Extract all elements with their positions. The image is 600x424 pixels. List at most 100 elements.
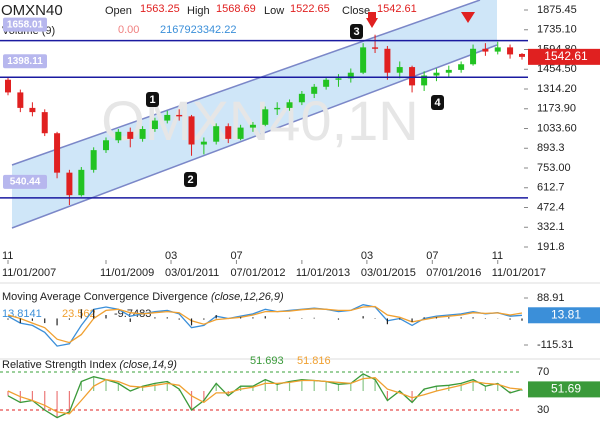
legend-value: 51.693 — [250, 355, 284, 367]
rsi-bar — [325, 381, 327, 391]
rsi-bar — [350, 383, 352, 391]
candle-body — [323, 79, 330, 87]
y-tick-label: -115.31 — [537, 339, 574, 351]
rsi-bar — [215, 383, 217, 391]
level-label-box — [3, 17, 47, 32]
candle-body — [519, 53, 525, 57]
candle-body — [41, 112, 48, 134]
histogram-bar — [337, 318, 340, 320]
candle-body — [262, 109, 269, 125]
annotation-label: 1 — [149, 94, 155, 106]
y-tick-label: 1173.90 — [537, 103, 576, 115]
histogram-bar — [80, 309, 82, 319]
candle-body — [482, 48, 489, 52]
rsi-bar — [521, 389, 523, 391]
candle-body — [29, 107, 36, 113]
y-tick-label: 1875.45 — [537, 4, 577, 16]
x-tick-label: 11/01/2007 — [2, 267, 56, 279]
candle-body — [103, 140, 110, 151]
rsi-bar — [374, 379, 376, 391]
ohlc-label: Low — [264, 5, 284, 17]
level-label: 1658.01 — [7, 19, 44, 30]
x-tick-label: 11/01/2009 — [100, 267, 154, 279]
rsi-bar — [117, 383, 119, 391]
level-label: 1398.11 — [7, 56, 43, 67]
annotation-label: 4 — [434, 97, 441, 109]
histogram-bar — [215, 315, 217, 319]
volume-readout: 2167923342.22 — [160, 24, 236, 36]
panel-title: Moving Average Convergence Divergence (c… — [2, 291, 284, 303]
rsi-bar — [337, 384, 340, 391]
candle-body — [176, 114, 183, 117]
last-value-box — [528, 307, 600, 324]
candle-body — [225, 126, 232, 139]
indicator-line — [7, 377, 523, 415]
candle-body — [421, 75, 428, 86]
plot — [5, 34, 525, 206]
histogram-bar — [399, 318, 401, 320]
candle-body — [90, 150, 97, 170]
candle-body — [237, 127, 244, 139]
histogram-bar — [362, 316, 364, 319]
rsi-bar — [80, 381, 82, 391]
histogram-bar — [252, 317, 254, 319]
histogram-bar — [190, 318, 193, 326]
y-tick-label: 612.7 — [537, 182, 565, 194]
rsi-bar — [484, 386, 487, 391]
histogram-bar — [154, 317, 156, 319]
x-month-label: 07 — [426, 250, 438, 262]
candle-body — [409, 67, 416, 86]
rsi-bar — [313, 380, 315, 391]
y-tick-label: 88.91 — [537, 292, 565, 304]
histogram-bar — [313, 317, 315, 319]
indicator-name: Relative Strength Index — [2, 359, 117, 371]
histogram-bar — [264, 316, 266, 319]
x-tick-label: 07/01/2012 — [230, 267, 285, 279]
ohlc-value: 1542.61 — [377, 3, 417, 15]
rsi-bar — [203, 391, 205, 401]
candle-body — [286, 102, 293, 108]
x-month-label: 11 — [492, 250, 503, 262]
candle-body — [470, 48, 477, 65]
candle-body — [372, 47, 379, 49]
histogram-bar — [521, 318, 523, 321]
candle-body — [78, 169, 85, 196]
rsi-bar — [411, 391, 413, 403]
candle-body — [360, 47, 367, 73]
rsi-bar — [44, 391, 46, 411]
rsi-bar — [362, 373, 364, 391]
y-tick-label: 472.4 — [537, 201, 565, 213]
x-tick-label: 11/01/2017 — [492, 267, 546, 279]
x-tick-label: 03/01/2011 — [165, 267, 219, 279]
histogram-bar — [288, 317, 291, 319]
rsi-bar — [423, 389, 425, 391]
rsi-bar — [460, 383, 462, 391]
histogram-bar — [7, 318, 9, 320]
x-month-label: 07 — [230, 250, 242, 262]
last-price-box — [528, 48, 600, 65]
last-value-label: 51.69 — [551, 382, 581, 396]
rsi-bar — [386, 391, 389, 401]
candle-body — [164, 114, 171, 121]
legend-value: 13.8141 — [2, 308, 42, 320]
histogram-bar — [68, 318, 71, 320]
rsi-bar — [288, 381, 291, 391]
histogram-bar — [435, 317, 438, 319]
histogram-bar — [178, 318, 180, 320]
rsi-bar — [435, 386, 438, 391]
histogram-bar — [448, 317, 450, 319]
rsi-bar — [264, 379, 266, 391]
channel-top — [11, 0, 481, 166]
y-tick-label: 332.1 — [537, 221, 565, 233]
y-tick-label: 1735.10 — [537, 24, 577, 36]
histogram-bar — [44, 318, 46, 324]
candle-body — [311, 86, 318, 94]
rsi-bar — [252, 386, 254, 391]
annotation-label: 3 — [353, 26, 359, 38]
rsi-bar — [154, 383, 156, 391]
rsi-bar — [166, 381, 168, 391]
level-label-box — [3, 174, 47, 189]
candle-body — [433, 72, 440, 76]
volume-readout: 0.00 — [118, 24, 139, 36]
